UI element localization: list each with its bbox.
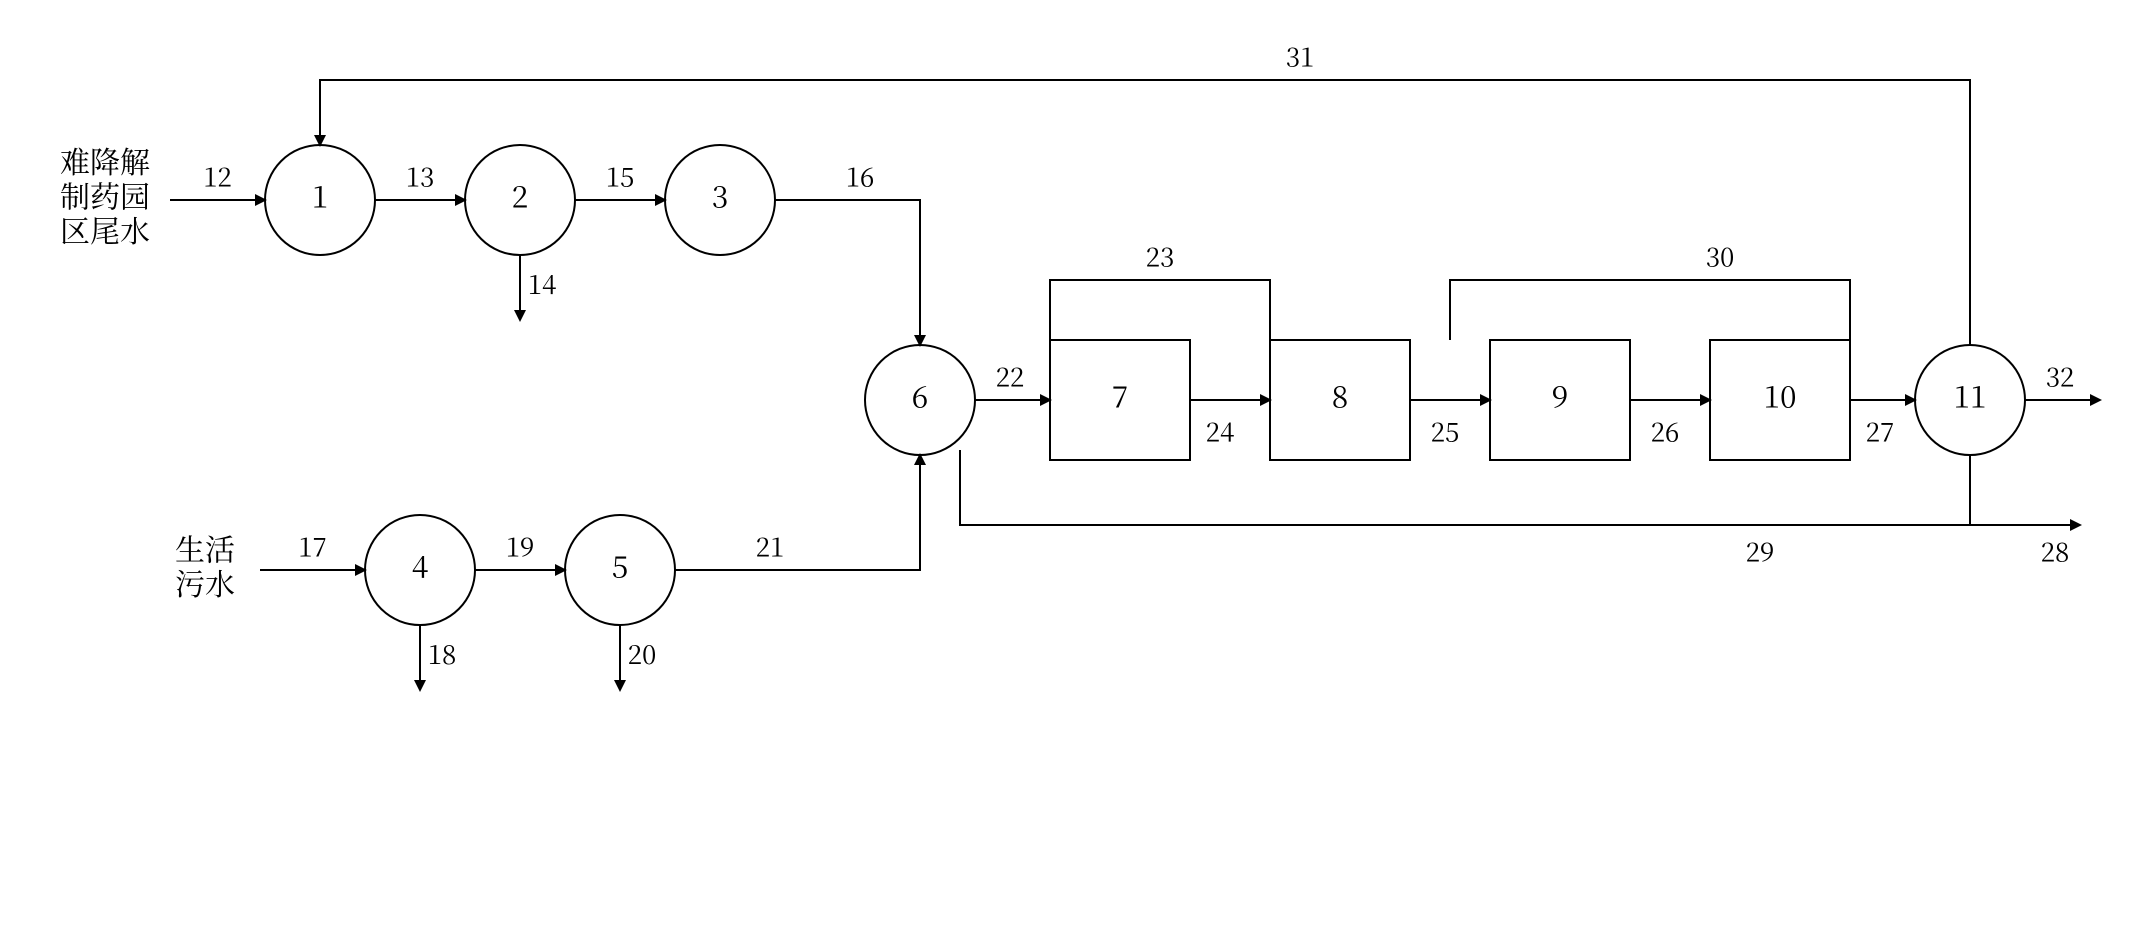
edge-label-30: 30 <box>1706 238 1735 275</box>
edge-label-16: 16 <box>846 158 875 195</box>
edge-label-14: 14 <box>528 265 557 302</box>
edge-16 <box>775 200 920 345</box>
edge-label-22: 22 <box>996 358 1025 395</box>
edge-29 <box>960 450 1970 525</box>
edge-30 <box>1450 280 1850 340</box>
edge-21 <box>675 455 920 570</box>
edge-label-28: 28 <box>2041 533 2070 570</box>
edge-label-20: 20 <box>628 635 657 672</box>
input-label-in1-line2: 区尾水 <box>60 207 150 251</box>
input-label-in2-line1: 污水 <box>175 560 235 604</box>
edge-label-24: 24 <box>1206 413 1235 450</box>
edge-label-19: 19 <box>506 528 535 565</box>
edges-layer <box>170 80 2100 690</box>
edge-28 <box>1970 455 2080 525</box>
edge-label-25: 25 <box>1431 413 1460 450</box>
edge-label-23: 23 <box>1146 238 1175 275</box>
flowchart-canvas: 1234567891011 12131415161718192021222324… <box>0 0 2149 925</box>
node-label-3: 3 <box>712 173 729 217</box>
edge-label-17: 17 <box>298 528 327 565</box>
edge-23 <box>1050 280 1270 340</box>
node-label-6: 6 <box>912 373 929 417</box>
node-label-5: 5 <box>612 543 629 587</box>
node-label-10: 10 <box>1764 373 1797 417</box>
edge-label-21: 21 <box>756 528 785 565</box>
node-label-9: 9 <box>1552 373 1569 417</box>
edge-31 <box>320 80 1970 345</box>
edge-label-26: 26 <box>1651 413 1680 450</box>
node-label-4: 4 <box>412 543 429 587</box>
edge-label-18: 18 <box>428 635 457 672</box>
edge-label-31: 31 <box>1286 38 1315 75</box>
edge-label-27: 27 <box>1866 413 1895 450</box>
node-label-11: 11 <box>1954 373 1987 417</box>
edge-label-32: 32 <box>2046 358 2075 395</box>
labels-layer: 1213141516171819202122232425262728293031… <box>203 38 2074 673</box>
edge-label-15: 15 <box>606 158 635 195</box>
edge-label-29: 29 <box>1746 533 1775 570</box>
node-label-7: 7 <box>1112 373 1129 417</box>
node-label-8: 8 <box>1332 373 1349 417</box>
edge-label-12: 12 <box>203 158 232 195</box>
inputs-layer: 难降解制药园区尾水生活污水 <box>60 138 235 604</box>
node-label-2: 2 <box>512 173 529 217</box>
node-label-1: 1 <box>312 173 329 217</box>
edge-label-13: 13 <box>406 158 435 195</box>
